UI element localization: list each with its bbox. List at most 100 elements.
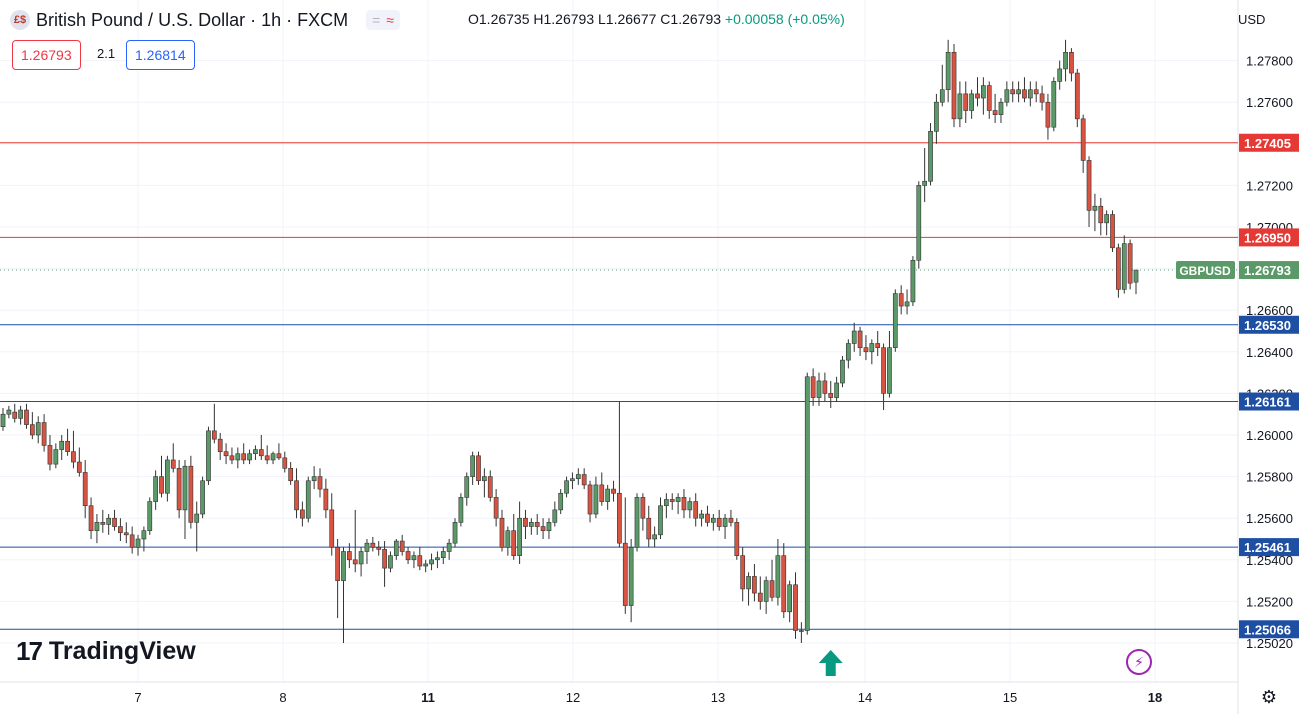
candle bbox=[476, 451, 481, 485]
candle bbox=[963, 81, 969, 123]
level-label: 1.27405 bbox=[1244, 136, 1291, 151]
candle bbox=[734, 518, 740, 560]
candle bbox=[587, 480, 593, 523]
candle bbox=[323, 478, 329, 519]
candles bbox=[0, 39, 1139, 643]
currency-flag-icon: £$ bbox=[10, 10, 30, 30]
candle bbox=[681, 489, 687, 519]
candle-body bbox=[282, 457, 288, 469]
candle-body bbox=[176, 467, 182, 511]
candle bbox=[992, 93, 998, 123]
candle bbox=[464, 472, 470, 506]
candle bbox=[1022, 77, 1027, 103]
time-tick-label: 18 bbox=[1148, 690, 1162, 705]
candle bbox=[775, 539, 781, 606]
spread-value: 2.1 bbox=[97, 46, 116, 61]
candle-body bbox=[35, 422, 41, 436]
candle bbox=[640, 493, 646, 531]
sell-price-button[interactable]: 1.26793 bbox=[12, 40, 81, 70]
candle-body bbox=[106, 517, 112, 525]
indicator-toggle-button[interactable]: = ≈ bbox=[366, 10, 400, 30]
candle bbox=[881, 343, 886, 411]
candle bbox=[1098, 197, 1104, 236]
candle bbox=[540, 518, 546, 539]
candle-body bbox=[6, 409, 12, 415]
candle-body bbox=[857, 330, 863, 348]
candle bbox=[182, 459, 188, 539]
candle bbox=[1127, 239, 1133, 290]
time-tick-label: 13 bbox=[711, 690, 725, 705]
candle bbox=[934, 93, 939, 144]
candle-body bbox=[1022, 89, 1027, 99]
low-value: L1.26677 bbox=[598, 11, 657, 27]
candle-body bbox=[816, 380, 822, 398]
candle-body bbox=[47, 445, 53, 465]
candle bbox=[393, 539, 399, 560]
candle bbox=[47, 435, 53, 471]
candle-body bbox=[1074, 72, 1080, 120]
candle bbox=[223, 443, 229, 465]
candle bbox=[200, 476, 205, 519]
candle bbox=[1063, 39, 1068, 82]
candle-body bbox=[681, 497, 687, 511]
candle bbox=[928, 123, 933, 186]
time-tick-label: 11 bbox=[421, 690, 435, 705]
candle bbox=[300, 501, 305, 527]
candle bbox=[482, 468, 487, 498]
candle-body bbox=[18, 409, 23, 419]
candle-body bbox=[775, 555, 781, 598]
candle-body bbox=[1092, 205, 1098, 211]
buy-price-button[interactable]: 1.26814 bbox=[126, 40, 195, 70]
candle bbox=[358, 547, 364, 577]
candle-body bbox=[446, 542, 452, 552]
currency-selector[interactable]: USD bbox=[1238, 12, 1266, 27]
symbol-title[interactable]: British Pound / U.S. Dollar · 1h · FXCM bbox=[36, 9, 349, 30]
level-label-box bbox=[1239, 620, 1299, 639]
chart-header: £$ British Pound / U.S. Dollar · 1h · FX… bbox=[10, 6, 400, 34]
candle bbox=[123, 522, 129, 544]
candle bbox=[329, 493, 335, 556]
candle bbox=[845, 339, 851, 369]
candle bbox=[945, 39, 951, 103]
candle-body bbox=[300, 509, 305, 519]
candle bbox=[499, 509, 505, 552]
candle-body bbox=[487, 476, 493, 498]
candle bbox=[270, 451, 276, 465]
candle-body bbox=[793, 584, 798, 631]
candle bbox=[1121, 235, 1127, 294]
close-value: C1.26793 bbox=[660, 11, 722, 27]
candle-body bbox=[599, 484, 605, 502]
candle bbox=[570, 472, 575, 490]
candle-body bbox=[1051, 81, 1057, 128]
candle-body bbox=[165, 459, 170, 494]
lightning-icon[interactable]: ⚡ bbox=[1126, 649, 1152, 675]
candle bbox=[816, 372, 822, 406]
candle-body bbox=[916, 185, 922, 261]
candle bbox=[687, 497, 693, 519]
candle bbox=[1080, 114, 1086, 173]
candle bbox=[810, 368, 816, 406]
candle bbox=[211, 403, 217, 444]
tradingview-logo[interactable]: 17 TradingView bbox=[16, 636, 196, 667]
candle bbox=[440, 547, 446, 564]
candle-body bbox=[840, 359, 845, 384]
candle-body bbox=[981, 85, 986, 99]
time-tick-label: 7 bbox=[134, 690, 141, 705]
candle-body bbox=[998, 101, 1004, 115]
candle bbox=[253, 445, 258, 460]
candle bbox=[552, 501, 558, 527]
candle bbox=[382, 541, 387, 587]
last-price-label: 1.26793 bbox=[1244, 263, 1291, 278]
candle bbox=[546, 518, 552, 539]
candle-body bbox=[100, 522, 106, 525]
high-value: H1.26793 bbox=[533, 11, 595, 27]
candle-body bbox=[975, 93, 980, 99]
settings-gear-icon[interactable]: ⚙ bbox=[1260, 687, 1278, 707]
candle-body bbox=[1045, 101, 1051, 128]
candle bbox=[405, 547, 411, 564]
candle bbox=[12, 403, 18, 423]
candle-body bbox=[141, 530, 147, 540]
candle bbox=[1086, 156, 1092, 227]
candle bbox=[664, 493, 669, 519]
